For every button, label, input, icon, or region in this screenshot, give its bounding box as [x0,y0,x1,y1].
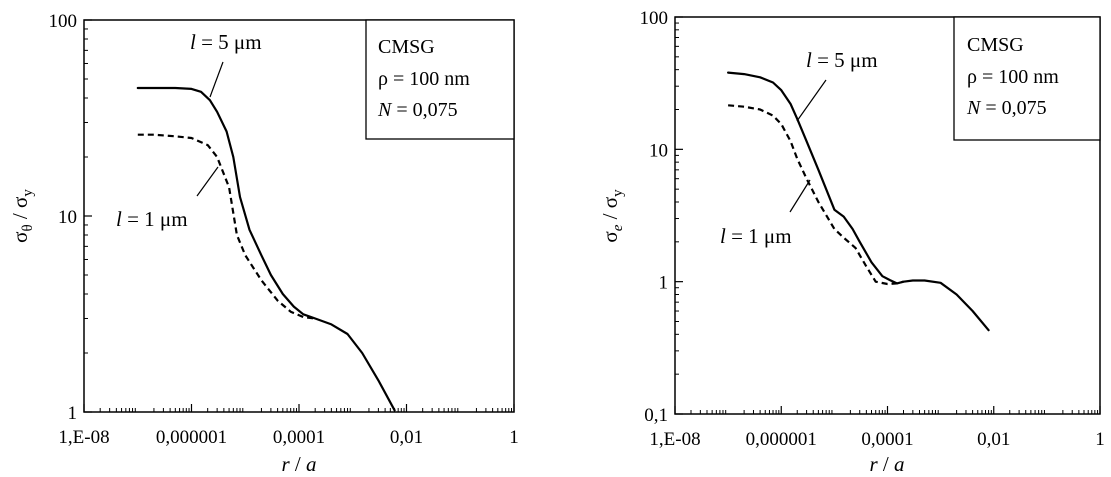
legend-line-2: ρ = 100 nm [967,66,1059,88]
x-axis-ticks: 1,E-08 0,000001 0,0001 0,01 1 [649,406,1105,450]
x-tick-label: 0,000001 [746,429,817,450]
annotation-l5: l = 5 μm [806,48,878,72]
x-tick-label: 0,000001 [156,427,227,448]
series-line-l5 [136,86,396,412]
x-axis-title: r / a [869,452,904,476]
series-lines [726,71,990,332]
y-tick-label: 1 [659,273,669,294]
annotation-l5-leader [796,79,827,122]
legend-box [365,19,515,140]
x-tick-label: 0,0001 [273,427,325,448]
legend-line-1: CMSG [967,34,1024,56]
x-axis-ticks: 1,E-08 0,000001 0,0001 0,01 1 [58,404,519,448]
y-axis-title: σθ / σy [8,189,36,243]
x-tick-label: 1,E-08 [58,427,109,448]
series-line-l5 [726,71,990,332]
annotation-l1: l = 1 μm [720,224,792,248]
x-tick-label: 0,01 [390,427,423,448]
annotation-l5: l = 5 μm [190,30,262,54]
annotation-l1: l = 1 μm [116,207,188,231]
annotation-l1-leader [789,179,811,213]
x-axis-title: r / a [281,452,316,476]
series-lines [136,86,396,412]
legend-box [953,16,1101,141]
chart-right: 1,E-08 0,000001 0,0001 0,01 1 0,1 1 10 100 CMSG… [598,8,1105,476]
series-line-l1 [137,133,316,320]
x-tick-label: 1 [509,427,519,448]
chart-left: 1,E-08 0,000001 0,0001 0,01 1 1 10 100 CMSG ρ … [8,11,519,476]
x-tick-label: 1,E-08 [649,429,700,450]
legend-line-2: ρ = 100 nm [378,68,470,90]
y-tick-label: 0,1 [644,405,668,426]
y-axis-ticks: 1 10 100 [49,11,92,424]
x-tick-label: 0,0001 [861,429,913,450]
legend-line-1: CMSG [378,36,435,58]
y-axis-title: σe / σy [598,189,626,243]
y-tick-label: 100 [640,8,669,29]
y-axis-ticks: 0,1 1 10 100 [640,8,683,426]
legend-line-3: N = 0,075 [377,99,458,121]
series-line-l1 [728,104,904,286]
x-tick-label: 0,01 [977,429,1010,450]
legend-line-3: N = 0,075 [966,97,1047,119]
annotation-l5-leader [209,61,224,98]
y-tick-label: 10 [649,140,668,161]
y-tick-label: 100 [49,11,78,32]
x-tick-label: 1 [1095,429,1105,450]
annotation-l1-leader [196,166,219,197]
y-tick-label: 1 [68,403,78,424]
y-tick-label: 10 [58,207,77,228]
